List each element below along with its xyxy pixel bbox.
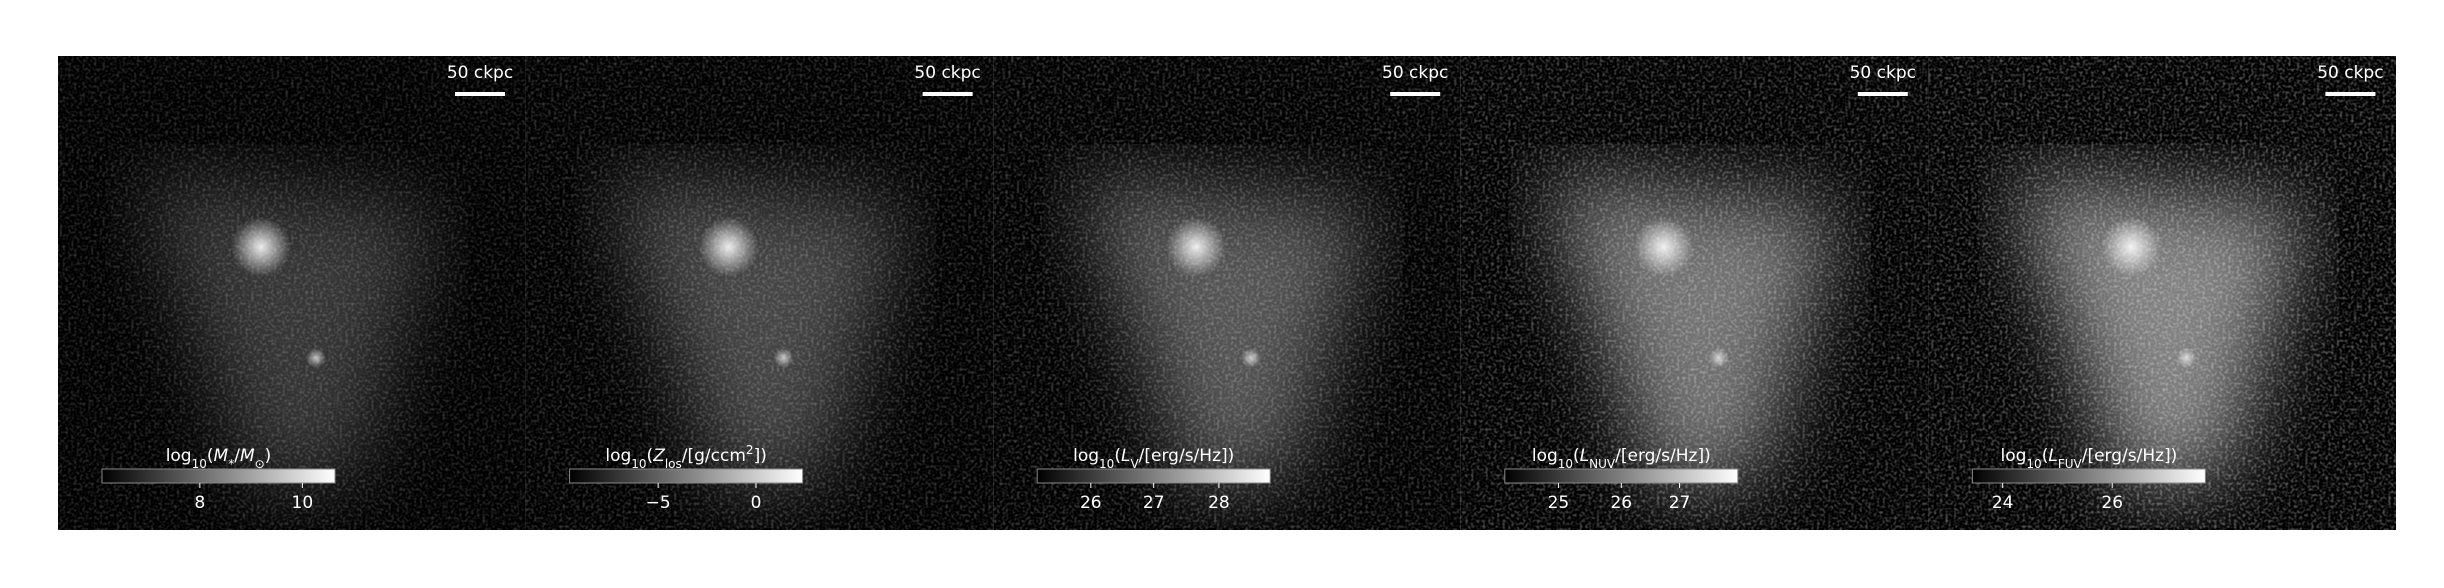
pixel-noise [525, 56, 994, 530]
galaxy-core [1166, 217, 1227, 277]
label-part: /[erg/s/Hz]) [1615, 446, 1711, 466]
pixel-noise [58, 56, 526, 530]
label-part: ( [207, 446, 214, 466]
colorbar-tick-label: 27 [1669, 493, 1691, 513]
colorbar-tick-label: 28 [1208, 493, 1230, 513]
label-part: log [1532, 446, 1558, 466]
scale-bar [1857, 92, 1908, 96]
label-part: /[erg/s/Hz]) [1139, 446, 1235, 466]
colorbar-tick-label: 26 [1610, 493, 1632, 513]
panel: 50 ckpc log10(Zlos/[g/ccm2]) −5 0 [525, 56, 994, 530]
pixel-noise [1460, 56, 1929, 530]
colorbar-tick-label: 27 [1143, 493, 1165, 513]
colorbar-tick-label: 26 [1080, 493, 1102, 513]
colorbar [1504, 468, 1739, 484]
label-part: ⊙ [255, 457, 265, 471]
colorbar-tick-label: 26 [2101, 493, 2123, 513]
colorbar [1971, 468, 2206, 484]
label-part: 10 [1558, 457, 1573, 471]
label-part: log [166, 446, 192, 466]
label-part: FUV [2058, 457, 2083, 471]
label-part: * [228, 457, 234, 471]
colorbar-tick-label: 0 [751, 493, 762, 513]
label-part: log [605, 446, 631, 466]
label-part: ( [647, 446, 654, 466]
galaxy-core [1633, 217, 1694, 277]
label-part: L [1580, 446, 1589, 466]
scale-bar [922, 92, 973, 96]
label-part: / [234, 446, 240, 466]
label-part: 10 [1099, 457, 1114, 471]
galaxy-core [2101, 217, 2162, 277]
label-part: log [2000, 446, 2026, 466]
colorbar-tick-label: 10 [292, 493, 314, 513]
label-part: ) [265, 446, 272, 466]
label-part: ( [2042, 446, 2049, 466]
satellite-core [1241, 348, 1262, 368]
colorbar-label: log10(LFUV/[erg/s/Hz]) [2000, 446, 2177, 471]
label-part: /[erg/s/Hz]) [2082, 446, 2178, 466]
label-part: L [2048, 446, 2057, 466]
colorbar [1036, 468, 1271, 484]
colorbar [569, 468, 804, 484]
label-part: Z [652, 446, 665, 466]
label-part: 2 [746, 443, 754, 457]
label-part: ]) [754, 446, 767, 466]
satellite-core [2176, 348, 2197, 368]
label-part: ( [1573, 446, 1580, 466]
colorbar-tick-label: 25 [1548, 493, 1570, 513]
colorbar-tick-label: 24 [1992, 493, 2014, 513]
galaxy-core [698, 217, 759, 277]
label-part: /[g/ccm [682, 446, 746, 466]
scale-bar [455, 92, 505, 96]
scale-bar-label: 50 ckpc [1382, 63, 1448, 83]
label-part: los [665, 457, 682, 471]
label-part: log [1073, 446, 1099, 466]
satellite-core [1708, 348, 1729, 368]
label-part: ( [1114, 446, 1121, 466]
colorbar-tick-label: −5 [646, 493, 671, 513]
galaxy-core [231, 217, 291, 277]
scale-bar [2325, 92, 2376, 96]
label-part: M [240, 446, 255, 466]
label-part: L [1121, 446, 1130, 466]
colorbar [101, 468, 336, 484]
satellite-core [306, 348, 326, 368]
panel: 50 ckpc log10(LNUV/[erg/s/Hz]) 25 26 27 [1460, 56, 1929, 530]
panel: 50 ckpc log10(LFUV/[erg/s/Hz]) 24 26 [1928, 56, 2396, 530]
colorbar-tick-label: 8 [194, 493, 205, 513]
colorbar-label: log10(LNUV/[erg/s/Hz]) [1532, 446, 1711, 471]
pixel-noise [1928, 56, 2396, 530]
pixel-noise [993, 56, 1461, 530]
label-part: NUV [1589, 457, 1616, 471]
label-part: 10 [631, 457, 646, 471]
colorbar-label: log10(M*/M⊙) [166, 446, 272, 471]
scale-bar-label: 50 ckpc [1850, 63, 1916, 83]
scale-bar-label: 50 ckpc [447, 63, 513, 83]
label-part: V [1130, 457, 1139, 471]
scale-bar [1390, 92, 1441, 96]
colorbar-label: log10(LV/[erg/s/Hz]) [1073, 446, 1234, 471]
label-part: M [214, 446, 229, 466]
label-part: 10 [2026, 457, 2041, 471]
colorbar-label: log10(Zlos/[g/ccm2]) [605, 443, 766, 471]
panel: 50 ckpc log10(LV/[erg/s/Hz]) 26 27 28 [993, 56, 1461, 530]
scale-bar-label: 50 ckpc [2317, 63, 2383, 83]
satellite-core [773, 348, 794, 368]
scale-bar-label: 50 ckpc [914, 63, 980, 83]
label-part: 10 [192, 457, 207, 471]
